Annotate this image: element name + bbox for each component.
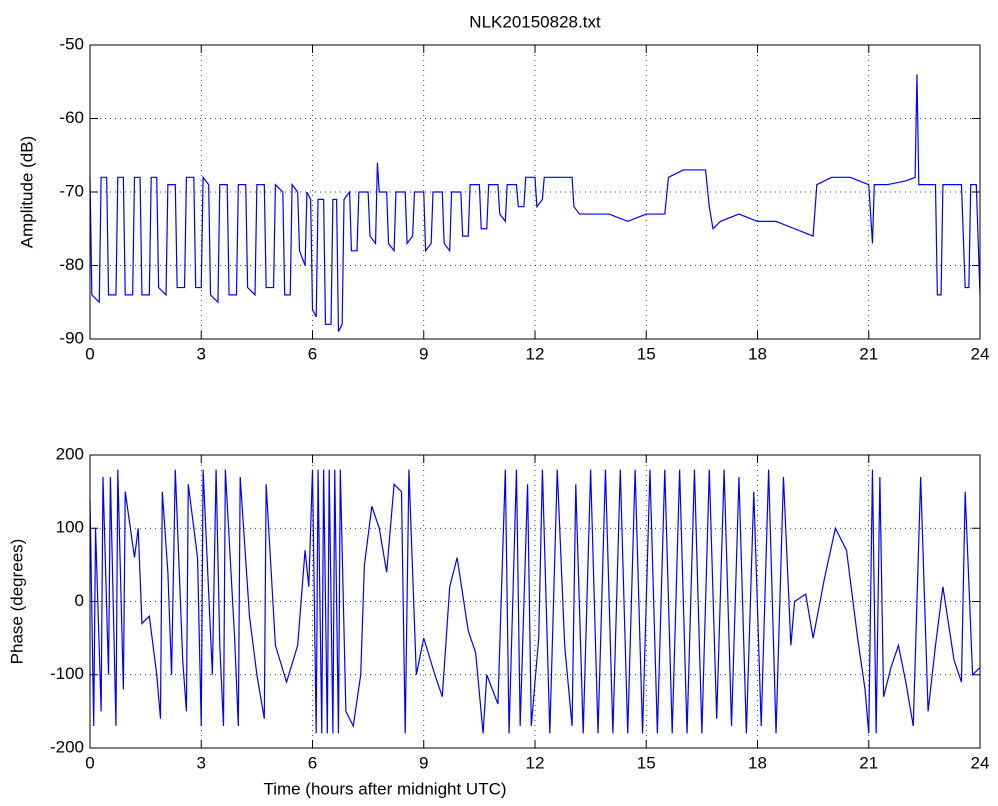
x-tick-label: 12 — [526, 753, 545, 772]
x-tick-label: 6 — [308, 344, 317, 363]
y-tick-label: -100 — [50, 664, 84, 683]
x-tick-label: 15 — [637, 753, 656, 772]
y-tick-label: -90 — [59, 328, 84, 347]
x-tick-label: 0 — [85, 344, 94, 363]
signal-line — [89, 74, 981, 332]
x-tick-label: 9 — [419, 753, 428, 772]
x-tick-label: 0 — [85, 753, 94, 772]
y-tick-label: 200 — [56, 444, 84, 463]
x-tick-label: 18 — [748, 344, 767, 363]
y-axis-label: Phase (degrees) — [7, 539, 26, 665]
x-tick-label: 3 — [197, 753, 206, 772]
x-tick-label: 9 — [419, 344, 428, 363]
y-tick-label: -70 — [59, 181, 84, 200]
y-tick-label: -80 — [59, 255, 84, 274]
x-tick-label: 3 — [197, 344, 206, 363]
y-tick-label: 100 — [56, 518, 84, 537]
x-tick-label: 15 — [637, 344, 656, 363]
signal-line — [89, 469, 981, 734]
x-tick-label: 12 — [526, 344, 545, 363]
x-tick-label: 21 — [859, 344, 878, 363]
axes-frame — [89, 44, 981, 340]
y-tick-label: -60 — [59, 108, 84, 127]
x-tick-label: 6 — [308, 753, 317, 772]
x-tick-label: 24 — [971, 344, 990, 363]
chart-title: NLK20150828.txt — [469, 12, 601, 31]
y-tick-label: -200 — [50, 737, 84, 756]
y-tick-label: -50 — [59, 34, 84, 53]
axes-frame — [89, 454, 981, 749]
y-axis-label: Amplitude (dB) — [17, 136, 36, 248]
x-tick-label: 21 — [859, 753, 878, 772]
x-tick-label: 18 — [748, 753, 767, 772]
x-tick-label: 24 — [971, 753, 990, 772]
y-tick-label: 0 — [75, 591, 84, 610]
x-axis-label: Time (hours after midnight UTC) — [263, 779, 506, 798]
